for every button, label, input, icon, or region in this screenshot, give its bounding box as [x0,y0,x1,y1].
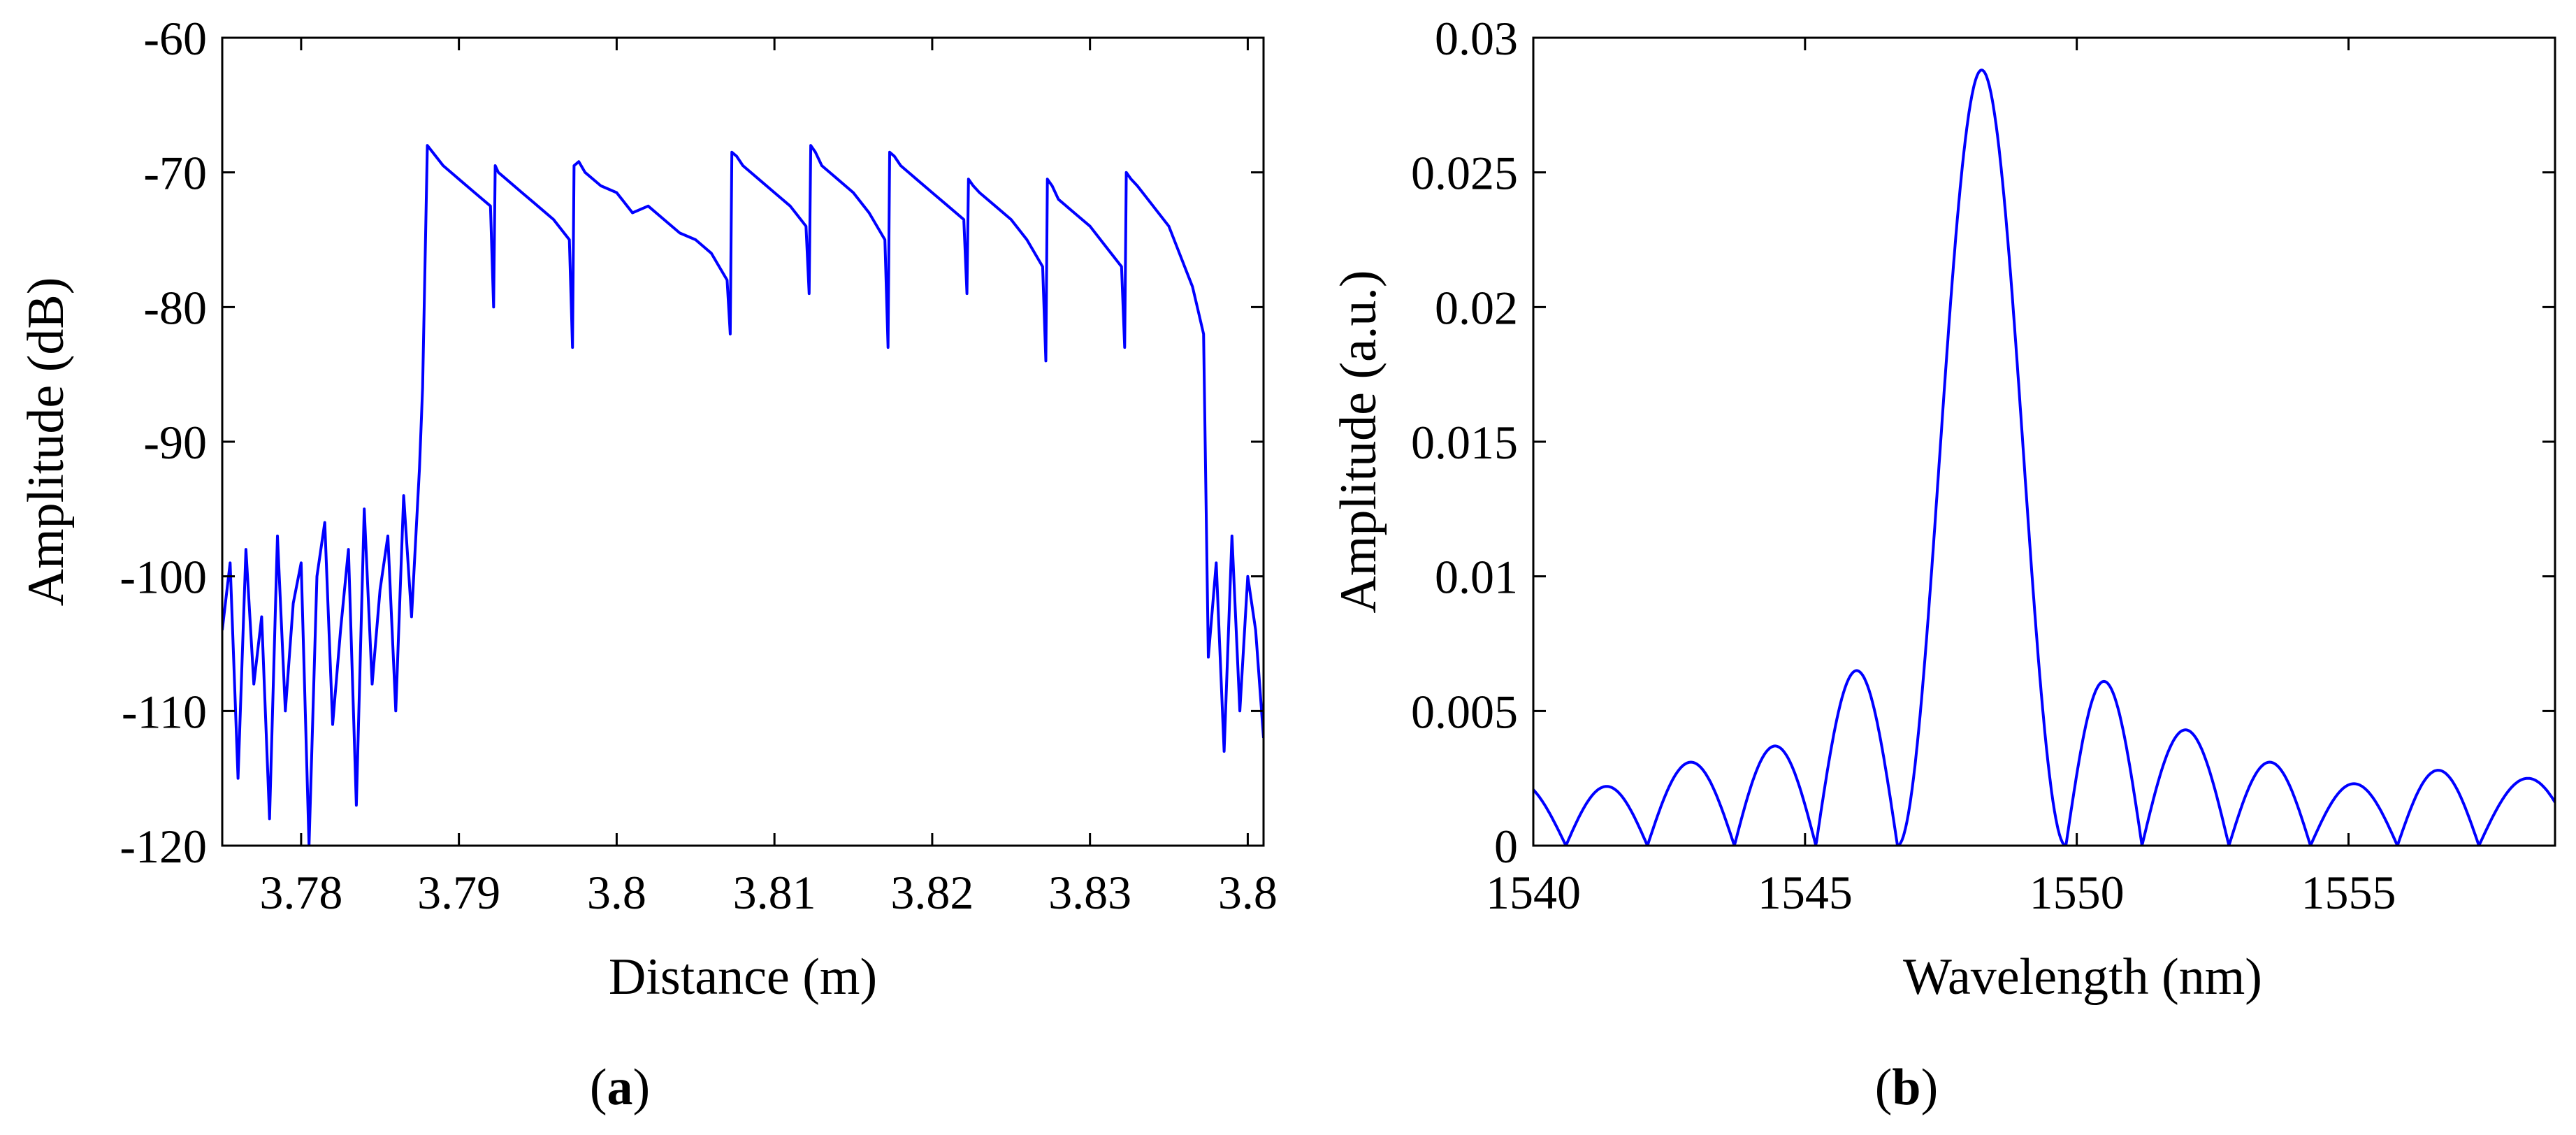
chart-a-xtick-label: 3.8 [1218,866,1278,919]
chart-b-xtick-label: 1540 [1486,866,1581,919]
chart-b-ytick-label: 0.03 [1435,12,1518,65]
chart-a-ytick-label: -100 [120,551,207,604]
chart-b-ytick-label: 0.01 [1435,551,1518,604]
chart-a-ytick-label: -60 [143,12,207,65]
panel-a: 3.78 3.79 3.8 3.81 3.82 3.83 3.8 -120 -110 -100 -9… [17,12,1278,1116]
chart-a-xlabel: Distance (m) [609,948,877,1006]
chart-b-ytick-label: 0.015 [1411,416,1518,469]
panel-b: 1540 1545 1550 1555 0 0.005 0.01 0.015 0.02 0.025… [1330,12,2556,1116]
chart-a-axes-box [221,36,1265,847]
chart-b-ytick-label: 0.025 [1411,147,1518,200]
chart-b-ylabel: Amplitude (a.u.) [1330,270,1387,613]
chart-b-ytick-label: 0.005 [1411,685,1518,738]
chart-a-ytick-label: -120 [120,820,207,873]
chart-a-xtick-label: 3.79 [417,866,500,919]
chart-b-ytick-label: 0.02 [1435,281,1518,334]
chart-a-panel-label: (a) [590,1059,650,1116]
chart-a-xtick-label: 3.81 [733,866,816,919]
chart-a-xtick-label: 3.83 [1048,866,1131,919]
chart-b-xtick-label: 1550 [2029,866,2125,919]
chart-a-ytick-label: -90 [143,416,207,469]
chart-b-series-line [1533,68,2555,846]
chart-a-xtick-label: 3.78 [259,866,342,919]
chart-b-panel-letter: b [1892,1059,1920,1116]
chart-a-ylabel: Amplitude (dB) [17,277,75,607]
chart-a-ytick-label: -110 [122,685,207,738]
chart-b-ticks: 1540 1545 1550 1555 0 0.005 0.01 0.015 0.02 0.025… [1411,12,2555,919]
chart-a-ytick-label: -70 [143,147,207,200]
chart-b-ytick-label: 0 [1494,820,1518,873]
chart-b-xtick-label: 1555 [2301,866,2396,919]
chart-a-ytick-label: -80 [143,281,207,334]
chart-a-series-line [222,144,1264,846]
chart-b-xlabel: Wavelength (nm) [1903,948,2262,1006]
chart-a-xtick-label: 3.8 [587,866,646,919]
chart-a-ticks: 3.78 3.79 3.8 3.81 3.82 3.83 3.8 -120 -110 -100 -9… [120,12,1278,919]
chart-a-xtick-label: 3.82 [890,866,974,919]
chart-a-panel-letter: a [607,1059,633,1116]
chart-b-xtick-label: 1545 [1758,866,1853,919]
chart-b-panel-label: (b) [1875,1059,1938,1116]
